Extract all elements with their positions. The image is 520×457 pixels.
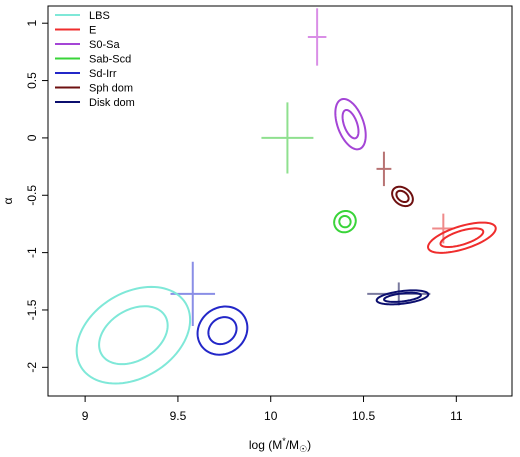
- x-tick-label: 11: [450, 409, 463, 423]
- y-tick-label: -0.5: [25, 185, 39, 206]
- y-tick-label: -1.5: [25, 299, 39, 320]
- x-tick-label: 9.5: [170, 409, 187, 423]
- legend-entry: Disk dom: [55, 97, 135, 109]
- legend-label: Sph dom: [89, 83, 133, 95]
- error-cross-layer: [170, 8, 455, 327]
- series-s0-sa: [334, 97, 367, 151]
- error-cross-1: [261, 102, 314, 174]
- confidence-ellipse: [196, 305, 249, 356]
- confidence-ellipse: [334, 97, 367, 151]
- legend-entry: LBS: [55, 10, 110, 22]
- legend-entry: E: [55, 25, 96, 37]
- y-tick-label: 1: [25, 20, 39, 27]
- confidence-ellipse: [338, 214, 352, 229]
- confidence-ellipse-layer: [75, 97, 497, 385]
- y-tick-label: 0.5: [25, 72, 39, 89]
- error-cross-0: [307, 8, 327, 66]
- legend-entry: Sd-Irr: [55, 68, 117, 80]
- confidence-ellipse: [427, 221, 497, 254]
- confidence-ellipse: [439, 227, 485, 249]
- legend: LBS E S0-Sa Sab-Scd Sd-Irr Sph dom Disk dom: [55, 10, 135, 109]
- x-axis-ticks: 9 9.5 10 10.5 11: [82, 396, 463, 423]
- legend-entry: S0-Sa: [55, 39, 120, 51]
- confidence-ellipse: [333, 209, 357, 234]
- error-cross-2: [376, 151, 392, 187]
- confidence-ellipse: [375, 289, 430, 306]
- legend-entry: Sph dom: [55, 83, 133, 95]
- x-tick-label: 10: [264, 409, 278, 423]
- y-tick-label: 0: [25, 134, 39, 141]
- legend-label: Sd-Irr: [89, 68, 117, 80]
- legend-label: Disk dom: [89, 97, 135, 109]
- confidence-ellipse: [395, 189, 410, 204]
- x-axis-label: log (M*/M☉): [249, 436, 311, 454]
- x-tick-label: 10.5: [352, 409, 376, 423]
- confidence-ellipse: [391, 185, 414, 208]
- y-tick-label: -1: [25, 247, 39, 258]
- legend-label: S0-Sa: [89, 39, 120, 51]
- plot-frame: [47, 5, 513, 397]
- series-sph-dom: [391, 185, 414, 208]
- y-tick-label: -2: [25, 362, 39, 373]
- series-e: [427, 221, 497, 254]
- legend-entry: Sab-Scd: [55, 54, 131, 66]
- legend-label: Sab-Scd: [89, 54, 131, 66]
- series-sab-scd: [333, 209, 357, 234]
- confidence-ellipse: [207, 316, 238, 346]
- y-axis-ticks: -2 -1.5 -1 -0.5 0 0.5 1: [25, 20, 48, 373]
- confidence-ellipse: [383, 291, 422, 303]
- series-disk-dom: [375, 289, 430, 306]
- confidence-ellipse: [98, 305, 169, 366]
- series-lbs: [75, 285, 192, 385]
- confidence-ellipse: [75, 285, 192, 385]
- confidence-ellipse: [341, 108, 360, 140]
- x-tick-label: 9: [82, 409, 89, 423]
- legend-label: E: [89, 25, 96, 37]
- y-axis-label: α: [1, 197, 15, 204]
- legend-label: LBS: [89, 10, 110, 22]
- series-sd-irr: [196, 305, 249, 356]
